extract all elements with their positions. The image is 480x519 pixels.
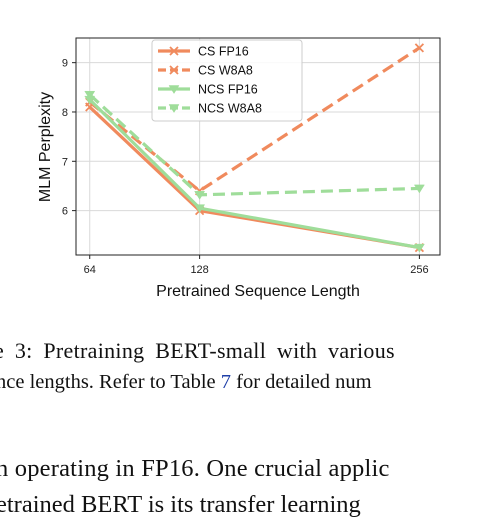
y-tick-label: 7 (62, 156, 68, 168)
tick-layer: 64 128 256 6 7 8 9 (62, 58, 429, 276)
data-point (414, 43, 425, 53)
plot-frame (75, 37, 441, 256)
legend-entry: NCS FP16 (158, 83, 258, 97)
series-line (88, 98, 420, 250)
figure-caption-line-2: nce lengths. Refer to Table 7 for detail… (0, 371, 372, 394)
series-ncs-w8a8 (84, 90, 425, 200)
y-tick-label: 9 (62, 58, 68, 70)
table-reference-link[interactable]: 7 (220, 371, 231, 393)
legend-marker (169, 46, 179, 56)
series-line (88, 46, 421, 193)
legend-marker (168, 104, 180, 113)
body-paragraph-line-1: n operating in FP16. One crucial applic (0, 455, 390, 482)
x-tick-label: 64 (84, 264, 96, 276)
legend-marker (169, 65, 179, 75)
data-point (413, 184, 425, 194)
legend-entry: CS FP16 (158, 45, 249, 59)
legend-label: NCS W8A8 (198, 102, 262, 116)
legend-box (151, 39, 303, 122)
legend-label: NCS FP16 (198, 83, 258, 97)
x-axis-label: Pretrained Sequence Length (156, 283, 360, 300)
y-tick-label: 6 (62, 206, 68, 218)
legend-label: CS W8A8 (198, 64, 253, 78)
legend: CS FP16 CS W8A8 NCS FP16 NCS W8A8 (151, 39, 303, 122)
data-point (413, 243, 425, 253)
caption-text-after-ref: for detailed num (231, 371, 372, 393)
body-paragraph-line-2: etrained BERT is its transfer learning (0, 491, 361, 518)
legend-marker (168, 85, 180, 94)
caption-text-before-ref: nce lengths. Refer to Table (0, 371, 221, 393)
figure-caption-line-1: e 3: Pretraining BERT-small with various (0, 338, 395, 363)
data-point (194, 191, 206, 200)
series-layer (84, 43, 425, 253)
x-tick-label: 256 (410, 264, 428, 276)
data-point (194, 204, 206, 214)
x-tick-label: 128 (190, 264, 208, 276)
y-tick-label: 8 (62, 107, 68, 119)
data-point (84, 90, 96, 100)
series-cs-fp16 (85, 102, 425, 253)
legend-entry: CS W8A8 (158, 64, 253, 78)
series-line (88, 105, 420, 250)
legend-entry: NCS W8A8 (158, 102, 262, 116)
y-axis-label: MLM Perplexity (37, 92, 54, 202)
legend-label: CS FP16 (198, 45, 249, 59)
